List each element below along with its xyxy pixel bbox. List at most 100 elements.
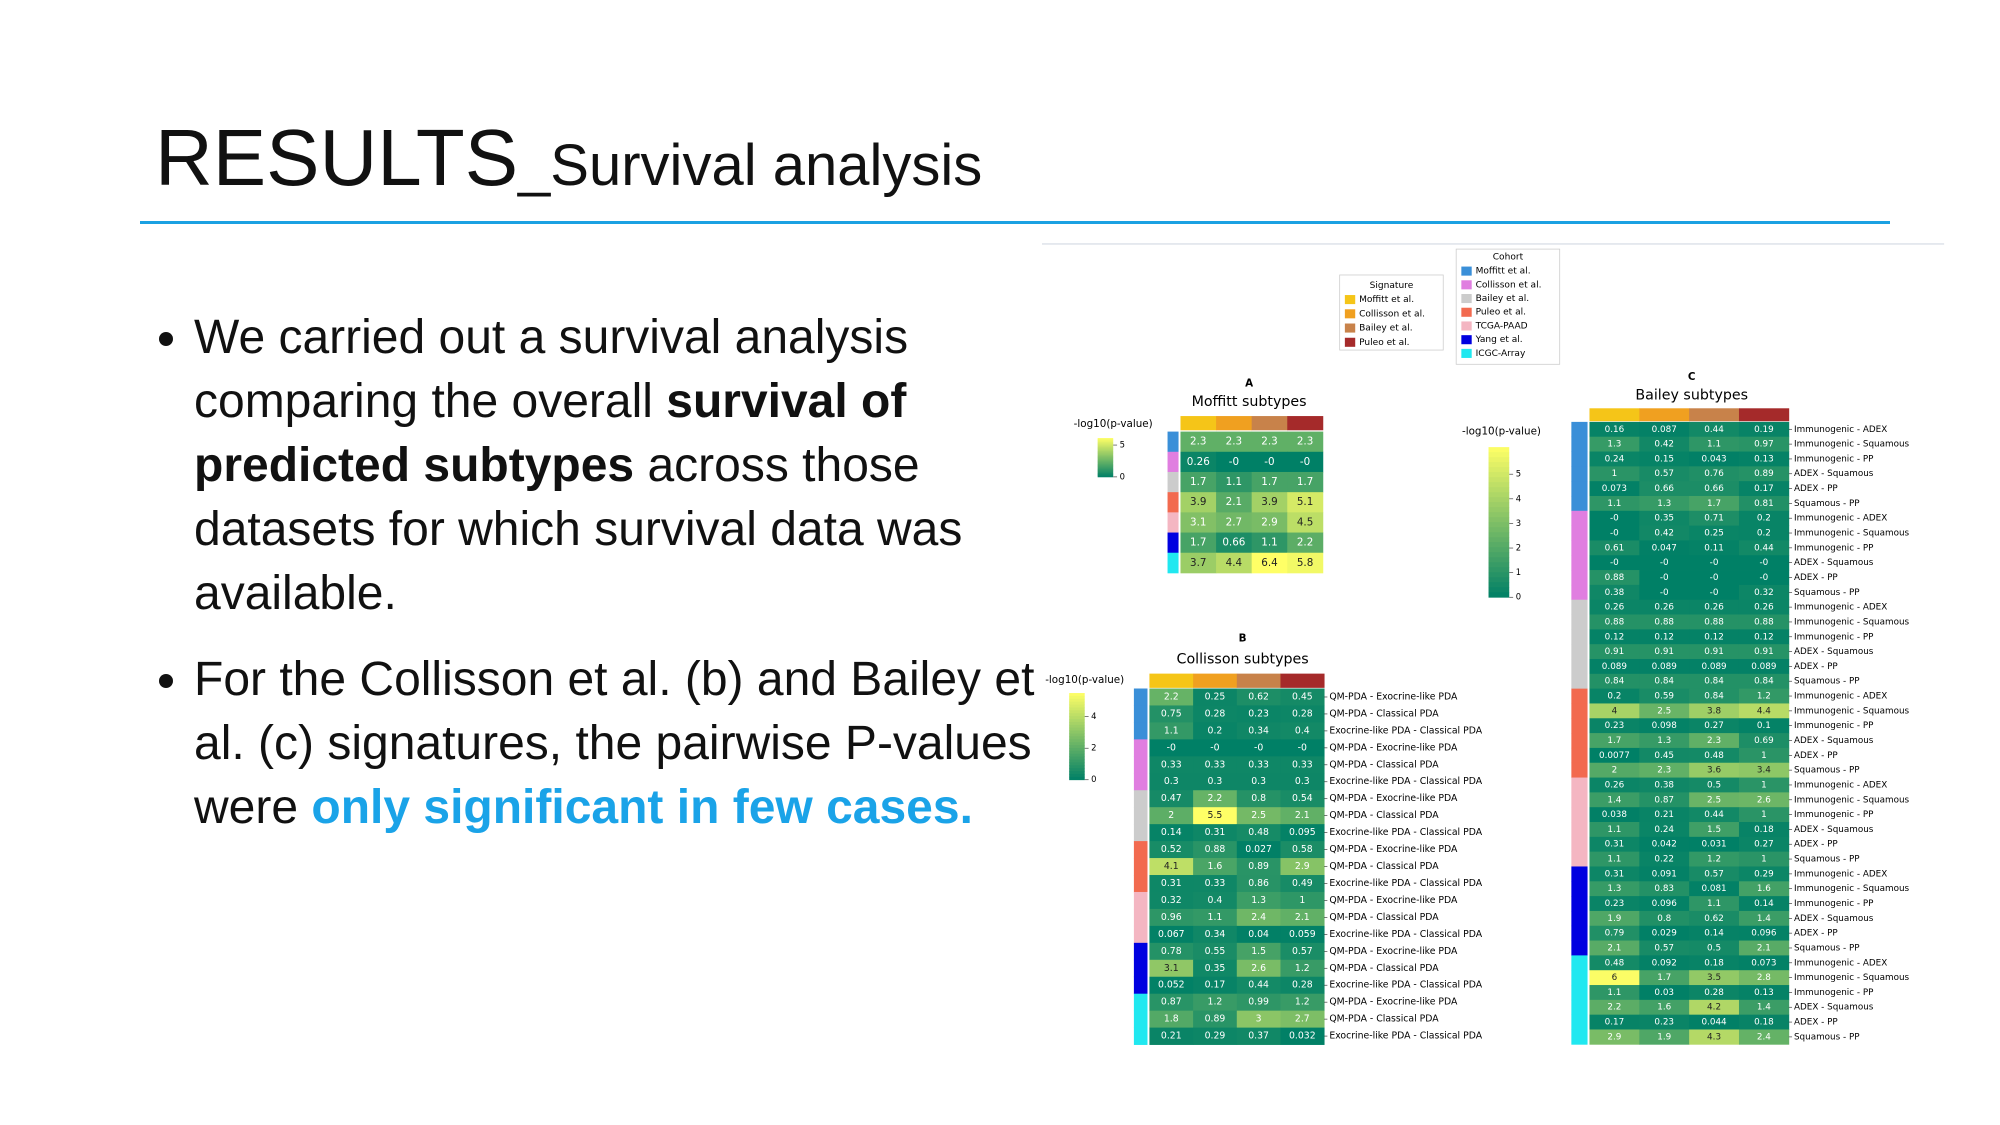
cell-value: 2.3	[1297, 436, 1313, 448]
cell-value: 1.7	[1707, 499, 1721, 509]
heatmap-cell	[1738, 555, 1790, 571]
colorbar-tick-label: 4	[1091, 711, 1096, 721]
cell-value: -0	[1610, 558, 1619, 568]
cell-value: 0.23	[1605, 899, 1625, 909]
cell-value: 0.2	[1607, 692, 1621, 702]
panel-letter: A	[1245, 378, 1253, 390]
heatmap-cell	[1738, 481, 1790, 497]
heatmap-cell	[1280, 705, 1325, 723]
colorbar-segment	[1488, 547, 1510, 553]
legend-box	[1455, 248, 1561, 365]
heatmap-cell	[1738, 851, 1790, 867]
heatmap-cell	[1689, 792, 1740, 808]
cell-value: 0.33	[1161, 759, 1182, 770]
cell-value: 0.58	[1292, 844, 1313, 855]
legend-label: Puleo et al.	[1476, 308, 1526, 318]
heatmap-cell	[1639, 866, 1690, 882]
heatmap-cell	[1639, 940, 1690, 956]
colorbar-segment	[1488, 582, 1510, 588]
cell-value: 2.5	[1251, 810, 1266, 821]
row-label: ADEX - Squamous	[1794, 558, 1874, 568]
row-label: QM-PDA - Classical PDA	[1329, 963, 1439, 974]
cell-value: 0.3	[1208, 776, 1223, 787]
cohort-strip	[1571, 421, 1588, 438]
signature-bar	[1251, 416, 1288, 431]
heatmap-cell	[1149, 993, 1194, 1012]
heatmap-cell	[1236, 993, 1281, 1012]
colorbar-segment	[1069, 759, 1085, 763]
heatmap-cell	[1738, 466, 1790, 482]
heatmap-cell	[1639, 910, 1690, 927]
cell-value: 0.84	[1654, 677, 1674, 687]
colorbar-segment	[1488, 447, 1510, 453]
cell-value: 0.28	[1704, 988, 1724, 998]
cohort-strip	[1571, 481, 1588, 497]
colorbar-segment	[1069, 716, 1085, 720]
heatmap-cell	[1193, 688, 1238, 706]
cell-value: 1	[1299, 895, 1305, 906]
cell-value: 1.5	[1251, 946, 1266, 957]
legend-label: Yang et al.	[1475, 335, 1523, 345]
cell-value: 0.29	[1205, 1031, 1226, 1042]
heatmap-cell	[1149, 705, 1194, 723]
cell-value: 0.081	[1701, 884, 1726, 894]
heatmap-cell	[1180, 451, 1217, 473]
cell-value: 1.1	[1164, 725, 1179, 736]
heatmap-cell	[1689, 673, 1740, 690]
cell-value: 0.14	[1704, 929, 1724, 939]
heatmap-cell	[1280, 739, 1325, 757]
heatmap-cell	[1639, 777, 1690, 793]
bullet: We carried out a survival analysis compa…	[194, 306, 1044, 626]
heatmap-cell	[1738, 703, 1790, 719]
cell-value: 0.35	[1654, 514, 1674, 524]
heatmap-cell	[1236, 773, 1281, 791]
legend-swatch	[1461, 335, 1472, 345]
cell-value: 1.8	[1164, 1014, 1179, 1025]
heatmap-cell	[1193, 739, 1238, 757]
colorbar-segment	[1488, 527, 1510, 533]
cell-value: 0.76	[1704, 469, 1724, 479]
cell-value: 0.29	[1754, 869, 1774, 879]
heatmap-cell	[1193, 891, 1238, 910]
row-label: Immunogenic - PP	[1794, 721, 1874, 731]
cell-value: 0.096	[1751, 929, 1777, 939]
colorbar-segment	[1069, 756, 1085, 760]
heatmap-cell	[1180, 492, 1217, 513]
heatmap-cell	[1149, 858, 1194, 876]
legend-label: Moffitt et al.	[1476, 267, 1531, 277]
heatmap-cell	[1639, 747, 1690, 764]
heatmap-cell	[1689, 999, 1740, 1016]
heatmap-cell	[1589, 1029, 1640, 1045]
cell-value: 2.6	[1757, 795, 1771, 805]
cohort-strip	[1133, 908, 1148, 927]
row-label: Immunogenic - PP	[1794, 988, 1874, 998]
cell-value: 1.4	[1757, 1003, 1771, 1013]
cell-value: 0.89	[1754, 469, 1774, 479]
heatmap-cell	[1689, 836, 1740, 853]
colorbar-segment	[1097, 458, 1114, 461]
cohort-strip	[1571, 762, 1588, 778]
cell-value: 0.34	[1205, 929, 1226, 940]
cell-value: -0	[1710, 558, 1719, 568]
colorbar-segment	[1097, 439, 1114, 442]
row-label: Squamous - PP	[1794, 677, 1860, 687]
heatmap-cell	[1280, 756, 1325, 774]
row-label: ADEX - Squamous	[1794, 469, 1874, 479]
heatmap-cell	[1689, 896, 1740, 912]
legend-label: Collisson et al.	[1359, 309, 1425, 319]
cell-value: 0.54	[1292, 793, 1313, 804]
row-label: Immunogenic - Squamous	[1794, 706, 1910, 716]
heatmap-cell	[1193, 841, 1238, 859]
bullet-text: across those datasets for which survival…	[194, 439, 963, 620]
heatmap-cell	[1251, 492, 1288, 513]
cell-value: -0	[1610, 514, 1619, 524]
cell-value: 0.44	[1754, 543, 1774, 553]
heatmap-cell	[1280, 824, 1325, 842]
cohort-strip	[1571, 495, 1588, 512]
heatmap-cell	[1236, 925, 1281, 944]
cell-value: 0.12	[1605, 632, 1625, 642]
cell-value: 0.28	[1292, 980, 1313, 991]
cell-value: 0.3	[1295, 776, 1310, 787]
cell-value: 0.25	[1205, 691, 1226, 702]
cell-value: 0.15	[1654, 454, 1674, 464]
